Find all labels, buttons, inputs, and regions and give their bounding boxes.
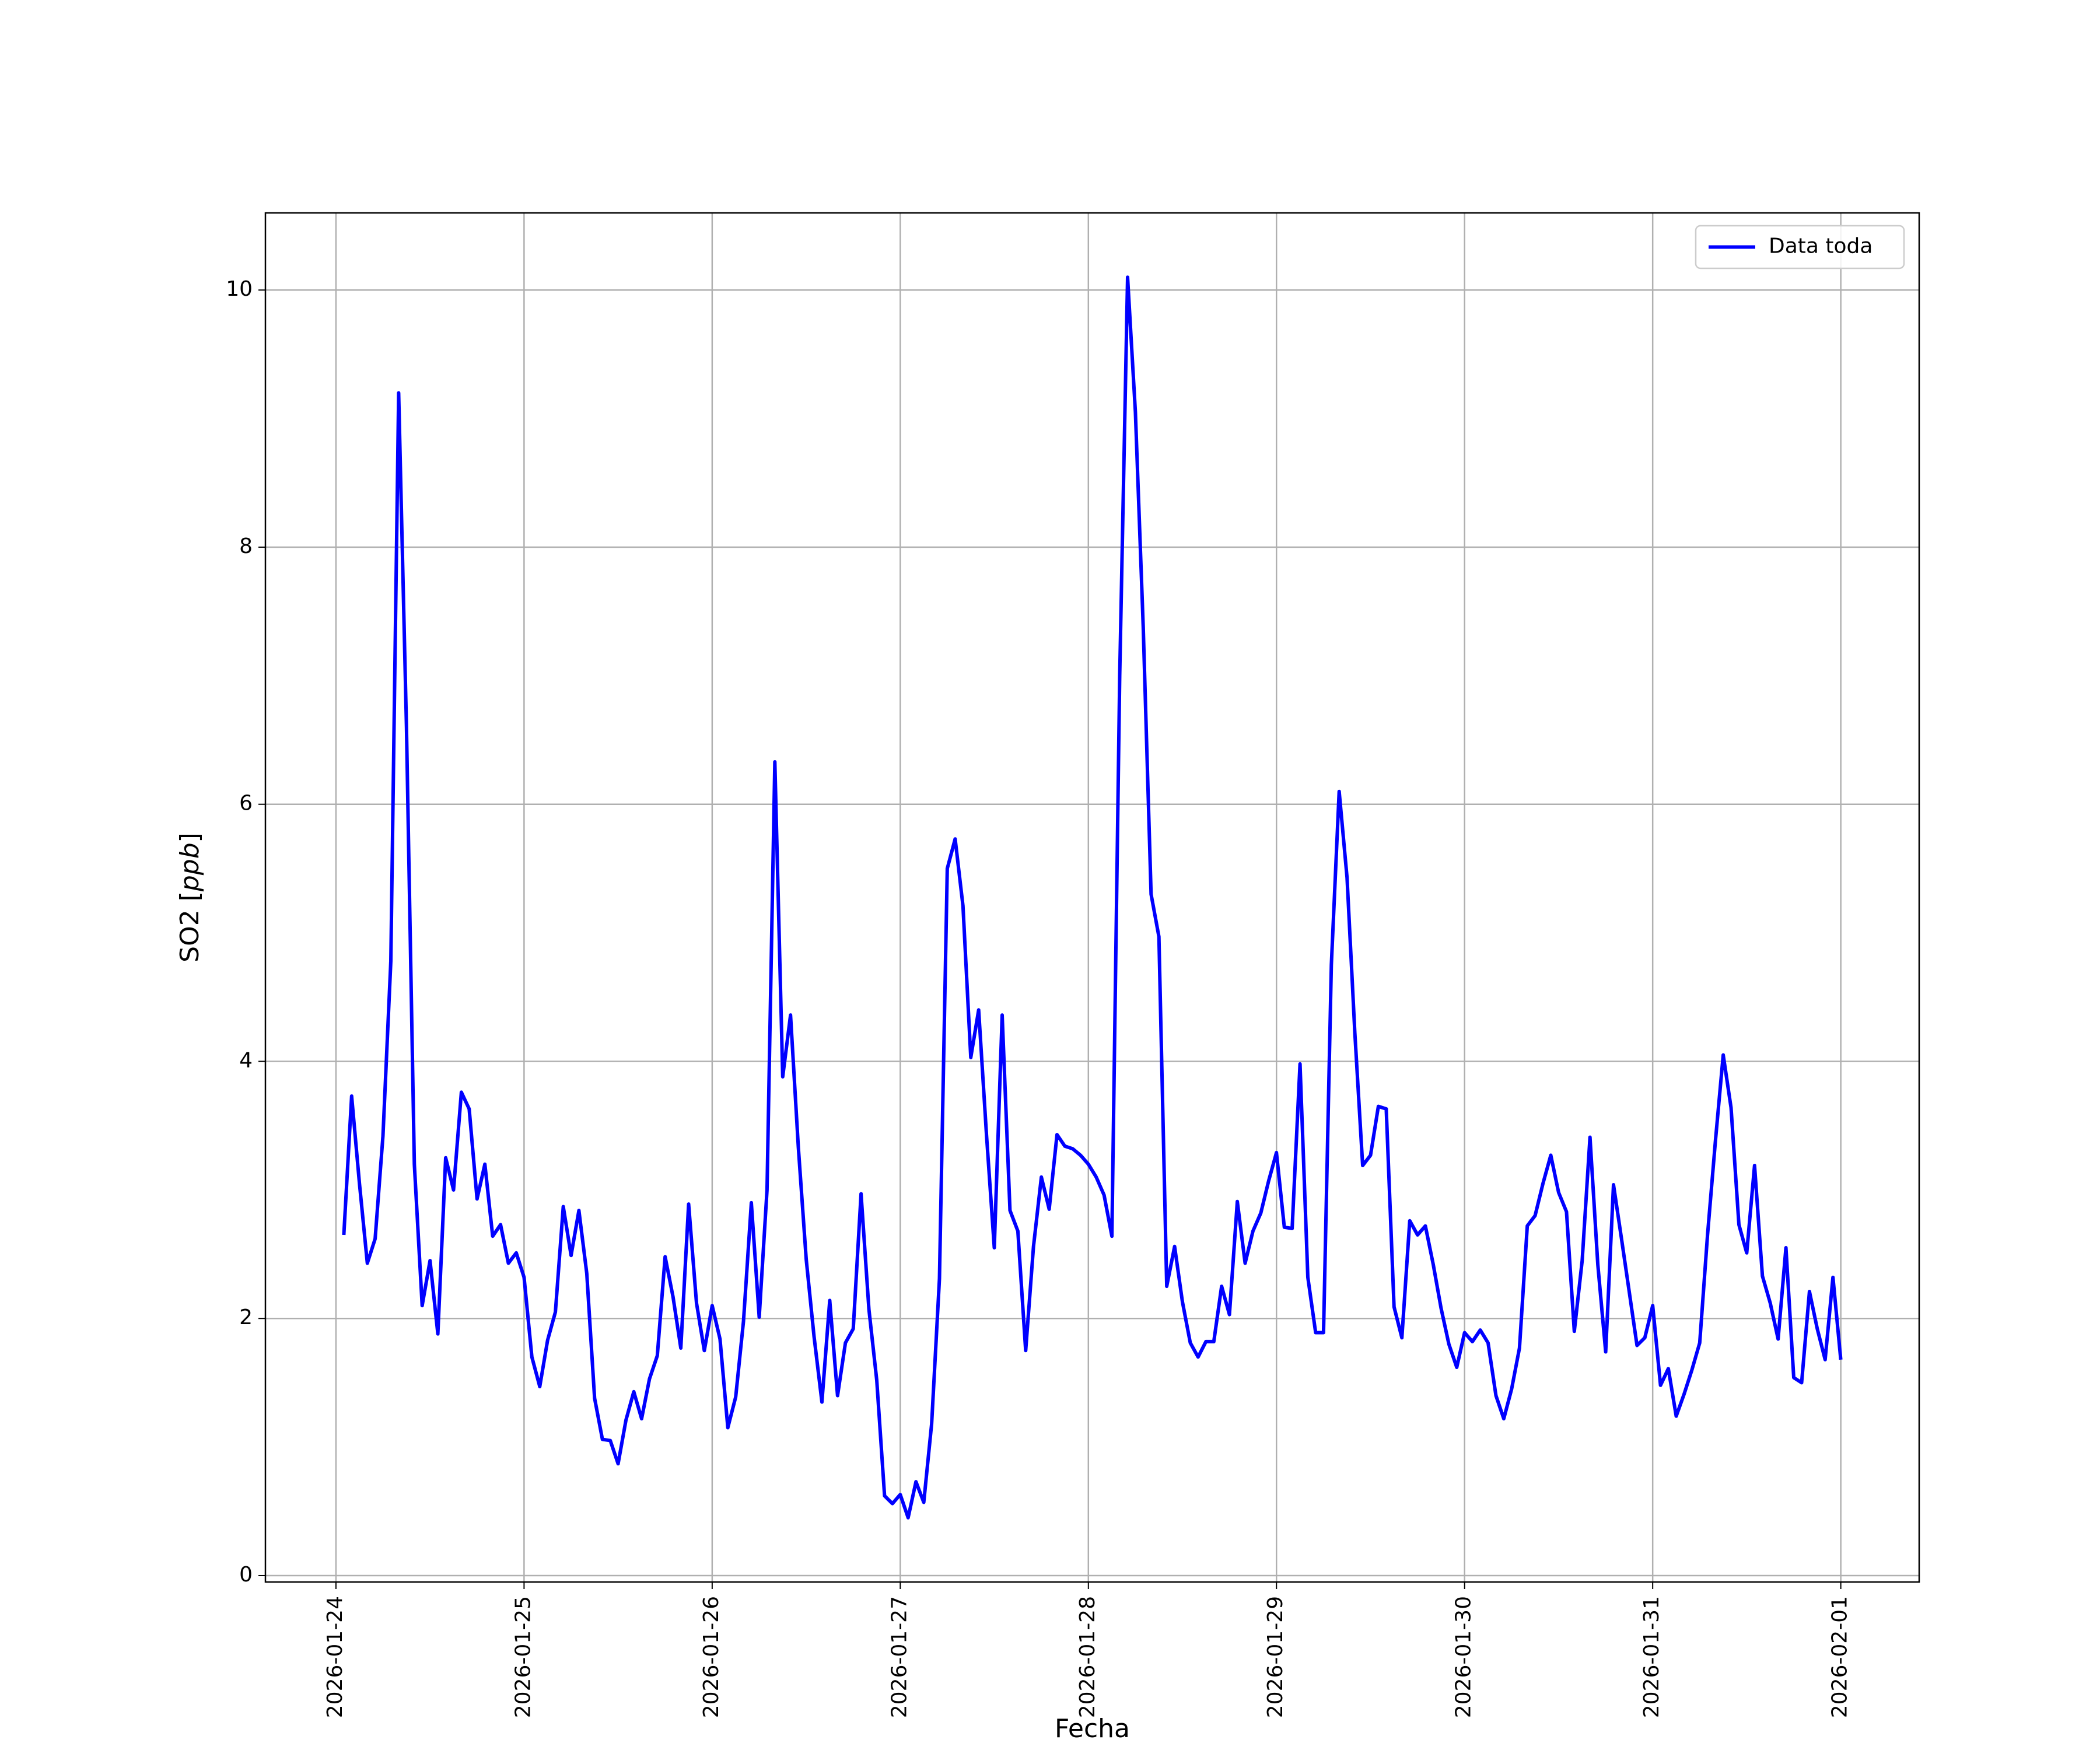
y-tick-label: 0 — [239, 1563, 253, 1587]
x-tick-label: 2026-01-31 — [1640, 1596, 1664, 1718]
y-axis-title: SO2 [ppb] — [175, 832, 205, 963]
x-tick-label: 2026-01-25 — [511, 1596, 535, 1718]
grid-lines — [265, 213, 1919, 1582]
x-tick-label: 2026-02-01 — [1828, 1596, 1852, 1718]
legend: Data toda — [1695, 225, 1905, 270]
x-axis-ticks: 2026-01-24 2026-01-25 2026-01-26 2026-01-27… — [323, 1582, 1852, 1718]
y-axis-title-unit: ppb — [175, 842, 205, 892]
y-axis-ticks: 0 2 4 6 8 10 — [226, 277, 265, 1587]
y-tick-label: 4 — [239, 1048, 253, 1072]
y-tick-label: 8 — [239, 534, 253, 558]
x-tick-label: 2026-01-29 — [1264, 1596, 1287, 1718]
series-layer — [342, 275, 1843, 1520]
plot-area — [265, 213, 1919, 1582]
x-tick-label: 2026-01-28 — [1076, 1596, 1100, 1718]
plot-frame — [264, 212, 1920, 1583]
x-tick-label: 2026-01-30 — [1452, 1596, 1476, 1718]
x-axis-title: Fecha — [1055, 1714, 1130, 1744]
x-tick-label: 2026-01-27 — [887, 1596, 911, 1718]
x-tick-label: 2026-01-24 — [323, 1596, 347, 1718]
y-tick-label: 10 — [226, 277, 253, 301]
series-line-data-toda — [342, 275, 1843, 1520]
y-tick-label: 6 — [239, 792, 253, 816]
x-tick-label: 2026-01-26 — [699, 1596, 723, 1718]
y-axis-title-close: ] — [175, 832, 205, 842]
y-axis-title-main: SO2 [ — [175, 891, 205, 963]
legend-label: Data toda — [1769, 235, 1873, 258]
y-tick-label: 2 — [239, 1306, 253, 1329]
legend-frame — [1695, 225, 1905, 270]
